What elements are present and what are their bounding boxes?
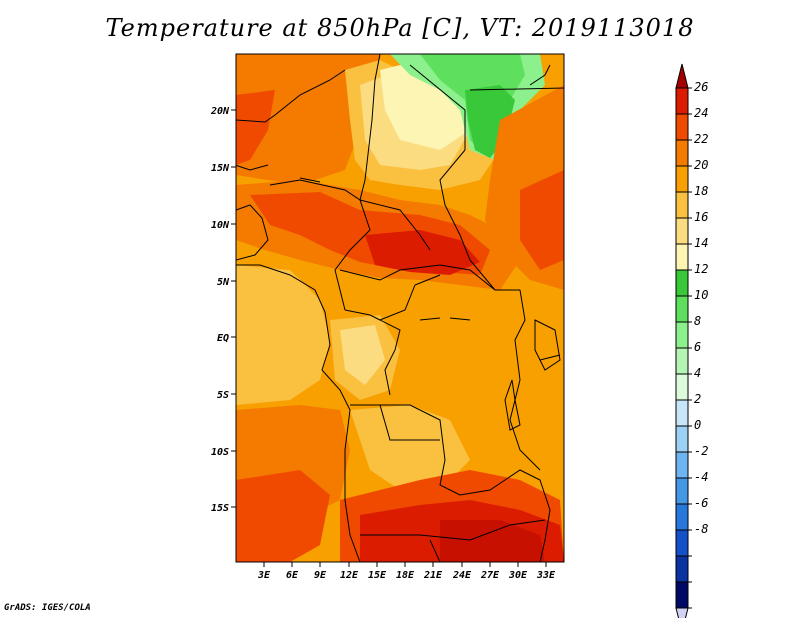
lon-label: 6E <box>286 570 299 581</box>
lon-label: 24E <box>452 570 472 581</box>
lat-label: 5N <box>217 277 230 288</box>
colorbar-swatch <box>675 87 689 115</box>
colorbar-swatch <box>675 529 689 557</box>
colorbar-label: -2 <box>694 444 708 458</box>
colorbar-swatch <box>675 347 689 375</box>
colorbar-swatch <box>675 191 689 219</box>
colorbar-swatch <box>675 139 689 167</box>
map-frame <box>235 53 565 563</box>
colorbar-swatch <box>675 425 689 453</box>
colorbar-swatch <box>675 295 689 323</box>
lat-label: 20N <box>210 106 230 117</box>
colorbar-label: 20 <box>694 158 708 172</box>
colorbar-label: 10 <box>694 288 708 302</box>
colorbar-swatch <box>675 503 689 531</box>
colorbar-swatch <box>675 217 689 245</box>
lat-label: EQ <box>217 333 229 344</box>
colorbar-label: -8 <box>694 522 708 536</box>
colorbar-swatch <box>675 373 689 401</box>
colorbar-swatch <box>675 243 689 271</box>
lat-label: 10N <box>211 220 230 231</box>
colorbar-label: 8 <box>694 314 701 328</box>
colorbar-label: 4 <box>694 366 701 380</box>
colorbar-label: 24 <box>694 106 708 120</box>
colorbar-labels: 26 24 22 20 18 16 14 12 10 8 6 4 2 0 -2 … <box>694 80 708 536</box>
colorbar-label: 2 <box>694 392 701 406</box>
colorbar-label: 14 <box>694 236 708 250</box>
colorbar-swatch <box>675 165 689 193</box>
lon-label: 21E <box>423 570 443 581</box>
colorbar-label: -6 <box>694 496 708 510</box>
colorbar-label: 16 <box>694 210 708 224</box>
colorbar <box>675 63 692 618</box>
temperature-field <box>236 54 564 562</box>
lat-ticks <box>231 109 236 508</box>
colorbar-swatch <box>675 113 689 141</box>
colorbar-arrow-bottom <box>675 607 689 618</box>
colorbar-arrow-top <box>675 63 689 89</box>
colorbar-label: 6 <box>694 340 701 354</box>
lat-label: 10S <box>211 447 229 458</box>
lat-label: 15N <box>211 163 230 174</box>
map-title: Temperature at 850hPa [C], VT: 201911301… <box>105 14 695 42</box>
colorbar-label: 22 <box>694 132 708 146</box>
colorbar-label: 0 <box>694 418 701 432</box>
grads-credit: GrADS: IGES/COLA <box>4 603 91 613</box>
colorbar-label: -4 <box>694 470 708 484</box>
lon-label: 27E <box>480 570 500 581</box>
lon-label: 30E <box>508 570 528 581</box>
lon-label: 15E <box>368 570 387 581</box>
colorbar-swatch <box>675 321 689 349</box>
country-borders <box>236 54 564 562</box>
lat-label: 5S <box>217 390 229 401</box>
lat-label: 15S <box>211 503 229 514</box>
colorbar-swatch <box>675 399 689 427</box>
colorbar-label: 26 <box>694 80 708 94</box>
lon-label: 12E <box>340 570 359 581</box>
colorbar-swatch <box>675 477 689 505</box>
colorbar-label: 12 <box>694 262 708 276</box>
colorbar-swatch <box>675 581 689 609</box>
lon-label: 9E <box>314 570 327 581</box>
lon-label: 3E <box>257 570 271 581</box>
colorbar-swatch <box>675 269 689 297</box>
colorbar-label: 18 <box>694 184 708 198</box>
colorbar-swatch <box>675 555 689 583</box>
lon-label: 18E <box>396 570 415 581</box>
lon-label: 33E <box>536 570 556 581</box>
lon-ticks <box>263 562 547 567</box>
colorbar-swatch <box>675 451 689 479</box>
